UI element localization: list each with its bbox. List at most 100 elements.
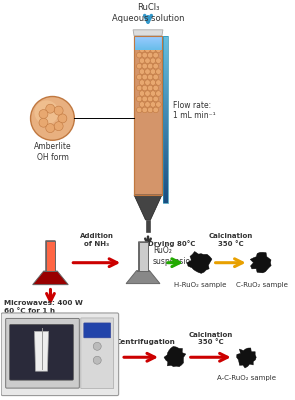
Bar — [163, 60, 168, 61]
Bar — [163, 165, 168, 166]
Bar — [163, 104, 168, 106]
Text: Calcination
350 °C: Calcination 350 °C — [189, 332, 233, 345]
Circle shape — [145, 47, 150, 52]
Bar — [163, 55, 168, 56]
Bar — [163, 43, 168, 44]
Bar — [163, 71, 168, 72]
Bar — [163, 106, 168, 108]
Circle shape — [145, 80, 150, 85]
Bar — [163, 199, 168, 200]
Bar — [134, 43, 162, 44]
Circle shape — [150, 36, 156, 42]
Bar — [134, 47, 162, 48]
Bar — [163, 49, 168, 50]
Polygon shape — [187, 252, 212, 273]
Circle shape — [150, 91, 156, 96]
Circle shape — [54, 106, 63, 115]
Bar — [163, 185, 168, 186]
Bar — [163, 145, 168, 146]
Circle shape — [93, 356, 101, 364]
Bar — [163, 39, 168, 40]
Bar — [163, 92, 168, 94]
Bar — [163, 67, 168, 68]
Bar — [163, 171, 168, 172]
Bar — [163, 64, 168, 65]
Bar — [163, 90, 168, 92]
Bar — [163, 72, 168, 73]
Circle shape — [54, 122, 63, 131]
Circle shape — [142, 74, 148, 80]
FancyBboxPatch shape — [81, 318, 114, 389]
Circle shape — [150, 69, 156, 74]
Bar — [163, 124, 168, 125]
Circle shape — [142, 52, 148, 58]
Bar — [163, 195, 168, 196]
Bar — [163, 133, 168, 134]
Bar — [163, 155, 168, 156]
Circle shape — [39, 110, 48, 118]
Polygon shape — [137, 242, 150, 271]
Bar — [134, 45, 162, 46]
Bar — [163, 167, 168, 168]
Bar — [163, 100, 168, 102]
Bar — [163, 123, 168, 124]
Bar — [134, 36, 162, 195]
Bar — [163, 46, 168, 47]
Bar — [163, 78, 168, 80]
Bar — [163, 52, 168, 53]
Polygon shape — [35, 331, 48, 371]
Bar — [163, 180, 168, 181]
Bar — [163, 138, 168, 139]
Bar — [134, 37, 162, 38]
Circle shape — [137, 85, 142, 91]
Polygon shape — [250, 252, 271, 273]
Bar — [163, 40, 168, 41]
Bar — [163, 168, 168, 169]
Circle shape — [145, 36, 150, 42]
Bar — [163, 86, 168, 88]
Bar — [163, 119, 168, 120]
Bar — [163, 156, 168, 157]
Bar — [163, 170, 168, 171]
Bar — [163, 61, 168, 62]
Bar — [134, 46, 162, 47]
Bar — [163, 62, 168, 63]
Bar — [134, 36, 162, 195]
Bar — [163, 148, 168, 149]
FancyBboxPatch shape — [1, 313, 119, 396]
Bar — [163, 178, 168, 179]
Circle shape — [139, 102, 145, 107]
Text: Drying 80°C: Drying 80°C — [148, 240, 195, 247]
Bar — [134, 41, 162, 42]
Circle shape — [137, 42, 142, 47]
Bar — [163, 50, 168, 51]
Bar — [163, 151, 168, 152]
Circle shape — [150, 102, 156, 107]
Bar — [163, 116, 168, 117]
Bar — [163, 41, 168, 42]
Bar — [163, 117, 168, 118]
Text: RuCl₃
Aqueous solution: RuCl₃ Aqueous solution — [112, 3, 184, 23]
Bar — [163, 187, 168, 188]
Circle shape — [150, 80, 156, 85]
Circle shape — [93, 342, 101, 350]
Bar — [163, 88, 168, 90]
Circle shape — [139, 69, 145, 74]
Bar — [163, 129, 168, 130]
Bar — [163, 53, 168, 54]
Circle shape — [148, 107, 153, 113]
Circle shape — [139, 47, 145, 52]
Bar — [163, 149, 168, 150]
Circle shape — [156, 58, 161, 64]
Circle shape — [142, 63, 148, 69]
Bar — [163, 201, 168, 202]
Circle shape — [150, 47, 156, 52]
Bar — [163, 172, 168, 173]
Circle shape — [156, 80, 161, 85]
FancyBboxPatch shape — [6, 318, 79, 388]
Circle shape — [46, 124, 55, 132]
Bar — [163, 159, 168, 160]
Bar — [163, 188, 168, 189]
Bar — [163, 158, 168, 159]
Bar — [134, 40, 162, 41]
